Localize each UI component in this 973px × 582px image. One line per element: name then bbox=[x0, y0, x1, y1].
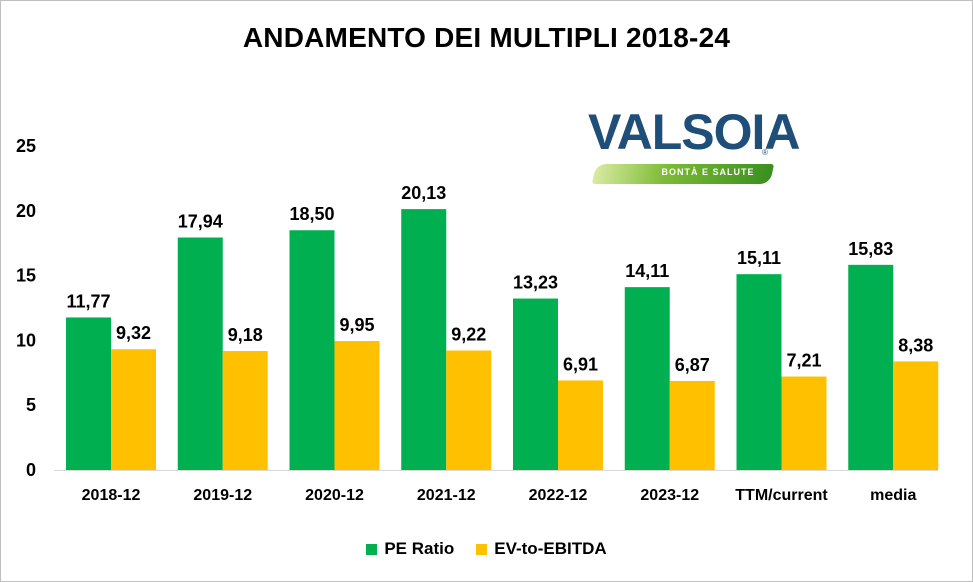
data-label-pe-ratio: 14,11 bbox=[625, 261, 669, 281]
bar-pe-ratio bbox=[66, 317, 111, 470]
chart-title: ANDAMENTO DEI MULTIPLI 2018-24 bbox=[242, 22, 731, 53]
logo-registered-mark: ® bbox=[762, 148, 768, 157]
y-tick-label: 0 bbox=[26, 460, 36, 480]
legend-swatch-pe-ratio bbox=[366, 543, 378, 555]
category-label: media bbox=[870, 487, 916, 504]
bar-ev-ebitda bbox=[446, 350, 492, 470]
data-label-pe-ratio: 18,50 bbox=[289, 204, 334, 224]
bar-ev-ebitda bbox=[893, 361, 939, 470]
logo-tagline: BONTÀ E SALUTE bbox=[661, 167, 755, 177]
bar-pe-ratio bbox=[736, 274, 782, 470]
category-label: 2018-12 bbox=[82, 487, 141, 504]
bar-ev-ebitda bbox=[111, 349, 156, 470]
bar-pe-ratio bbox=[848, 264, 894, 470]
y-tick-label: 15 bbox=[16, 266, 36, 286]
data-labels: 11,77 9,32 17,94 9,18 18,50 9,95 20,13 9,22 13,2… bbox=[66, 183, 933, 375]
data-label-pe-ratio: 15,83 bbox=[848, 239, 893, 259]
data-label-ev-ebitda: 9,95 bbox=[339, 315, 374, 335]
y-axis: 0 5 10 15 20 25 bbox=[16, 136, 36, 480]
y-tick-label: 20 bbox=[16, 201, 36, 221]
data-label-ev-ebitda: 6,87 bbox=[675, 355, 710, 375]
y-tick-label: 5 bbox=[26, 395, 36, 415]
category-labels: 2018-12 2019-12 2020-12 2021-12 2022-12 2023-… bbox=[82, 487, 917, 504]
category-label: 2021-12 bbox=[417, 487, 476, 504]
bar-pe-ratio bbox=[177, 237, 223, 470]
bar-pe-ratio bbox=[401, 209, 447, 470]
data-label-ev-ebitda: 9,22 bbox=[451, 325, 486, 345]
bar-ev-ebitda bbox=[558, 380, 603, 470]
data-label-pe-ratio: 11,77 bbox=[66, 291, 110, 311]
data-label-pe-ratio: 17,94 bbox=[178, 211, 223, 231]
data-label-ev-ebitda: 8,38 bbox=[898, 335, 933, 355]
legend-item-pe-ratio: PE Ratio bbox=[366, 539, 454, 559]
y-tick-label: 10 bbox=[16, 330, 36, 350]
bar-ev-ebitda bbox=[334, 341, 380, 470]
category-label: 2019-12 bbox=[193, 487, 252, 504]
category-label: 2022-12 bbox=[529, 487, 588, 504]
data-label-ev-ebitda: 9,32 bbox=[116, 323, 151, 343]
bar-ev-ebitda bbox=[781, 376, 827, 470]
data-label-pe-ratio: 13,23 bbox=[513, 273, 558, 293]
data-label-ev-ebitda: 6,91 bbox=[563, 354, 598, 374]
legend-swatch-ev-ebitda bbox=[476, 543, 488, 555]
bar-ev-ebitda bbox=[669, 380, 715, 470]
legend: PE Ratio EV-to-EBITDA bbox=[0, 539, 973, 559]
y-tick-label: 25 bbox=[16, 136, 36, 156]
data-label-pe-ratio: 15,11 bbox=[737, 248, 781, 268]
legend-label-pe-ratio: PE Ratio bbox=[384, 539, 455, 558]
legend-label-ev-ebitda: EV-to-EBITDA bbox=[494, 539, 607, 558]
bar-pe-ratio bbox=[513, 298, 558, 470]
logo-wordmark: VALSOIA bbox=[588, 104, 801, 160]
bars bbox=[66, 209, 939, 470]
category-label: 2020-12 bbox=[305, 487, 364, 504]
legend-item-ev-ebitda: EV-to-EBITDA bbox=[476, 539, 607, 559]
bar-ev-ebitda bbox=[222, 351, 268, 470]
data-label-ev-ebitda: 9,18 bbox=[228, 325, 263, 345]
valsoia-logo: VALSOIA ® BONTÀ E SALUTE bbox=[588, 104, 801, 188]
data-label-pe-ratio: 20,13 bbox=[401, 183, 446, 203]
category-label: TTM/current bbox=[735, 487, 828, 504]
bar-pe-ratio bbox=[289, 230, 335, 470]
category-label: 2023-12 bbox=[640, 487, 699, 504]
data-label-ev-ebitda: 7,21 bbox=[786, 351, 821, 371]
bar-pe-ratio bbox=[624, 287, 670, 470]
